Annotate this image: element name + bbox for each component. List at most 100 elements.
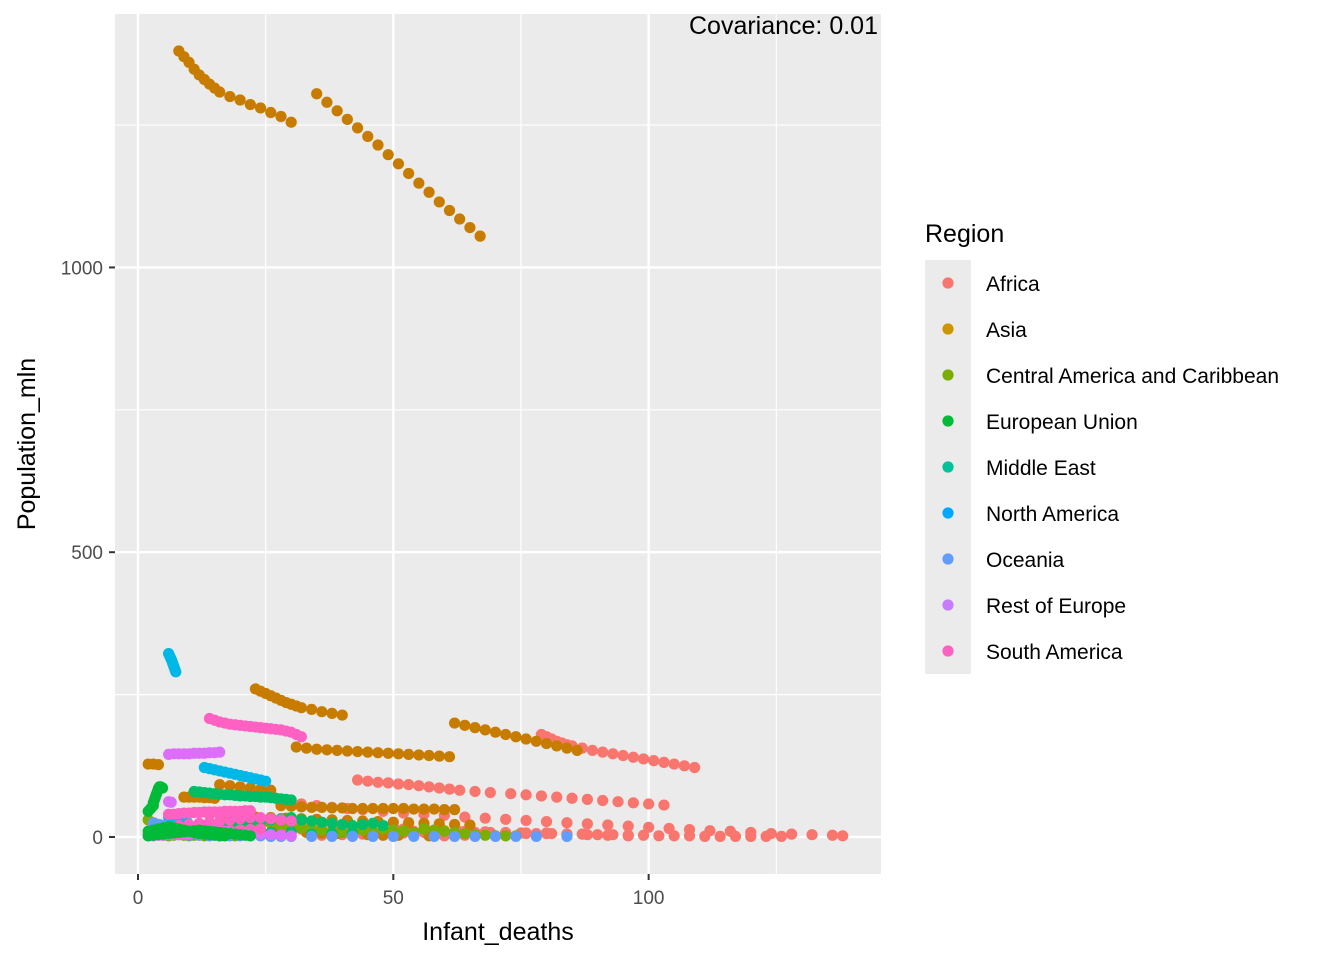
- legend-items: Africa Asia Central America and Caribbean E…: [942, 273, 1279, 664]
- point-middle-east: [306, 815, 318, 827]
- point-africa: [653, 830, 665, 842]
- point-asia: [331, 744, 343, 757]
- point-asia: [459, 719, 471, 731]
- point-africa: [775, 830, 788, 843]
- point-asia: [341, 113, 353, 125]
- point-european-union: [244, 830, 256, 842]
- point-asia: [464, 819, 476, 831]
- point-middle-east: [326, 817, 338, 829]
- point-asia: [423, 749, 435, 762]
- point-africa: [351, 774, 364, 786]
- point-south-america: [254, 812, 267, 824]
- point-oceania: [428, 830, 440, 843]
- point-africa: [403, 778, 415, 791]
- legend-label-rest-of-europe: Rest of Europe: [986, 595, 1126, 618]
- point-africa: [362, 775, 374, 787]
- point-south-america: [275, 814, 287, 826]
- point-asia: [295, 801, 307, 813]
- x-tick-label: 50: [383, 888, 404, 909]
- point-asia: [224, 90, 236, 103]
- point-asia: [428, 803, 440, 815]
- point-middle-east: [367, 817, 379, 829]
- point-africa: [617, 749, 629, 762]
- point-middle-east: [377, 819, 389, 832]
- point-africa: [729, 830, 742, 843]
- point-asia: [387, 802, 399, 815]
- point-asia: [234, 781, 246, 793]
- legend-key-rest-of-europe: [942, 599, 954, 611]
- point-asia: [433, 750, 445, 762]
- legend-key-south-america: [942, 645, 954, 657]
- point-africa: [714, 830, 726, 843]
- point-africa: [443, 783, 456, 795]
- x-tick-label: 0: [133, 888, 144, 909]
- point-africa: [627, 797, 639, 809]
- point-africa: [678, 760, 690, 772]
- point-africa: [622, 830, 634, 842]
- point-africa: [423, 781, 435, 793]
- point-africa: [581, 818, 593, 830]
- point-asia: [300, 742, 313, 754]
- point-asia: [392, 158, 405, 170]
- point-asia: [346, 802, 359, 815]
- point-asia: [152, 759, 165, 771]
- point-south-america: [214, 815, 226, 827]
- point-asia: [357, 802, 369, 815]
- point-africa: [459, 811, 471, 823]
- point-africa: [581, 829, 593, 841]
- point-middle-east: [316, 816, 328, 828]
- point-asia: [387, 816, 399, 828]
- point-asia: [479, 724, 491, 736]
- covariance-annotation: Covariance: 0.01: [689, 12, 878, 40]
- point-asia: [306, 801, 318, 813]
- point-africa: [658, 756, 670, 768]
- legend-key-north-america: [942, 507, 954, 519]
- point-south-america: [254, 823, 267, 835]
- point-oceania: [561, 830, 573, 843]
- point-asia: [265, 106, 277, 119]
- point-africa: [561, 817, 573, 829]
- point-africa: [500, 813, 512, 825]
- point-middle-east: [285, 794, 297, 806]
- y-tick-label: 0: [92, 828, 103, 849]
- point-asia: [448, 717, 461, 729]
- point-asia: [540, 737, 553, 750]
- point-oceania: [408, 830, 420, 843]
- point-asia: [244, 782, 256, 794]
- point-asia: [351, 745, 364, 758]
- point-africa: [535, 790, 548, 802]
- point-asia: [403, 817, 415, 829]
- point-oceania: [306, 830, 318, 843]
- point-asia: [443, 751, 456, 763]
- point-rest-of-europe: [165, 796, 177, 808]
- point-asia: [448, 818, 461, 831]
- point-central-america-and-caribbean: [295, 822, 307, 834]
- legend-label-european-union: European Union: [986, 411, 1138, 434]
- point-africa: [469, 785, 481, 798]
- point-asia: [397, 802, 410, 815]
- legend-key-middle-east: [942, 461, 954, 473]
- point-asia: [530, 735, 542, 747]
- y-tick-label: 1000: [61, 258, 103, 279]
- point-africa: [643, 798, 655, 810]
- point-oceania: [530, 830, 542, 843]
- point-oceania: [469, 830, 481, 843]
- point-africa: [586, 744, 599, 757]
- point-south-america: [203, 816, 216, 828]
- y-axis-title: Population_mln: [13, 358, 41, 530]
- point-asia: [413, 749, 425, 761]
- legend: Region Africa Asia Central America and Car…: [925, 220, 1279, 674]
- point-africa: [581, 793, 593, 805]
- point-south-america: [244, 812, 256, 824]
- point-africa: [837, 830, 849, 842]
- point-africa: [454, 784, 466, 796]
- point-middle-east: [336, 818, 348, 831]
- point-central-america-and-caribbean: [336, 826, 348, 839]
- point-asia: [418, 803, 430, 815]
- legend-key-central-america-and-caribbean: [942, 369, 954, 381]
- point-asia: [571, 744, 583, 757]
- legend-key-africa: [942, 277, 954, 289]
- point-asia: [561, 742, 573, 754]
- point-central-america-and-caribbean: [316, 824, 328, 836]
- point-asia: [341, 745, 353, 757]
